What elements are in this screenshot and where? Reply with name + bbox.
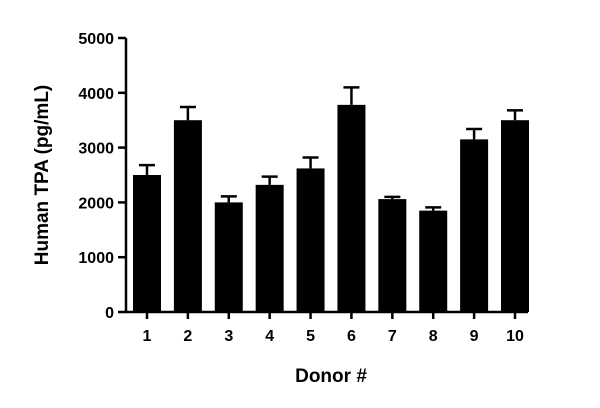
- bar-donor-7: [378, 199, 407, 312]
- y-tick-label-2000: 2000: [78, 195, 114, 212]
- y-tick-label-4000: 4000: [78, 86, 114, 103]
- bar-donor-3: [214, 202, 243, 312]
- bar-donor-2: [173, 120, 202, 312]
- x-tick-label-5: 5: [306, 328, 315, 345]
- y-tick-label-3000: 3000: [78, 141, 114, 158]
- x-tick-label-3: 3: [224, 328, 233, 345]
- x-axis-title: Donor #: [295, 366, 367, 387]
- x-tick-label-9: 9: [470, 328, 479, 345]
- x-ticks-layer: 1 2 3 4 5 6 7 8 9 10: [143, 312, 524, 345]
- x-tick-label-4: 4: [265, 328, 274, 345]
- bar-donor-9: [460, 139, 489, 312]
- bar-donor-5: [296, 168, 325, 312]
- y-ticks-layer: 0 1000 2000 3000 4000 5000: [78, 31, 126, 322]
- x-tick-label-8: 8: [429, 328, 438, 345]
- x-tick-label-10: 10: [506, 328, 524, 345]
- bar-donor-1: [133, 175, 161, 312]
- bars-layer: [133, 104, 529, 312]
- y-tick-label-5000: 5000: [78, 31, 114, 48]
- bar-donor-10: [501, 120, 529, 312]
- x-tick-label-1: 1: [143, 328, 152, 345]
- y-tick-label-1000: 1000: [78, 250, 114, 267]
- x-tick-label-7: 7: [388, 328, 397, 345]
- x-tick-label-2: 2: [183, 328, 192, 345]
- bar-donor-8: [419, 210, 448, 312]
- axes-layer: [124, 38, 528, 314]
- y-axis-title: Human TPA (pg/mL): [32, 85, 53, 265]
- x-tick-label-6: 6: [347, 328, 356, 345]
- y-tick-label-0: 0: [105, 305, 114, 322]
- error-bars-layer: [139, 86, 523, 211]
- bar-donor-6: [337, 104, 366, 312]
- bar-donor-4: [255, 184, 284, 312]
